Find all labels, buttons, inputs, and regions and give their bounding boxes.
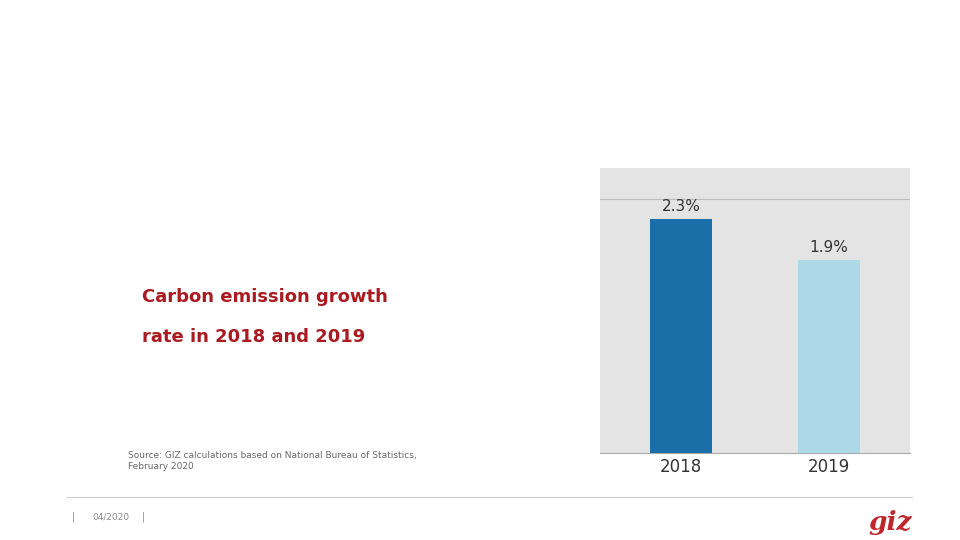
Text: Carbon emission growth: Carbon emission growth [142, 288, 388, 306]
Text: |: | [142, 511, 145, 522]
Text: Source: GIZ calculations based on National Bureau of Statistics,
February 2020: Source: GIZ calculations based on Nation… [128, 451, 417, 471]
Text: |: | [72, 511, 75, 522]
Text: rate in 2018 and 2019: rate in 2018 and 2019 [142, 328, 365, 347]
Text: giz: giz [869, 510, 912, 536]
Text: Carbon emissions continued to grow in 2019, albeit at a slower: Carbon emissions continued to grow in 20… [75, 81, 497, 94]
Text: 4: 4 [20, 84, 39, 111]
Text: rate than 2018: rate than 2018 [75, 106, 175, 119]
Text: 1.9%: 1.9% [809, 240, 849, 254]
Bar [650, 219, 712, 453]
Text: 2.3%: 2.3% [661, 199, 701, 214]
Text: 04/2020: 04/2020 [92, 512, 130, 521]
Bar [798, 260, 860, 453]
